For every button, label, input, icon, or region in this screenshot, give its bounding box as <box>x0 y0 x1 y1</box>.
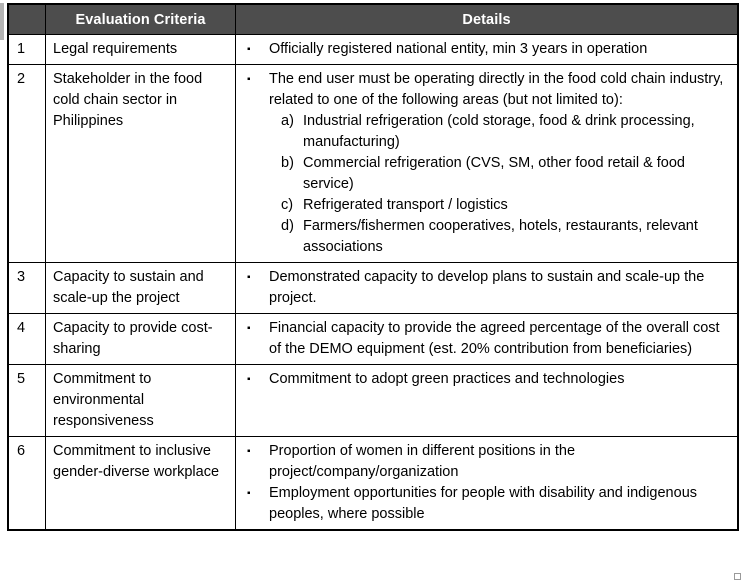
detail-text: Officially registered national entity, m… <box>269 41 648 57</box>
table-resize-handle-icon[interactable] <box>734 573 741 580</box>
square-bullet-icon: ▪ <box>247 272 251 283</box>
detail-text: Employment opportunities for people with… <box>269 485 698 522</box>
table-row: 5 Commitment to environmental responsiven… <box>7 364 739 437</box>
sub-item-text: Refrigerated transport / logistics <box>303 197 508 213</box>
detail-text: The end user must be operating directly … <box>269 71 724 108</box>
page-edge-artifact <box>0 3 4 40</box>
table-row: 3 Capacity to sustain and scale-up the pr… <box>7 262 739 314</box>
square-bullet-icon: ▪ <box>247 488 251 499</box>
details-cell: ▪ Proportion of women in different positi… <box>235 436 739 531</box>
criteria-cell: Stakeholder in the food cold chain secto… <box>45 64 236 263</box>
details-cell: ▪ The end user must be operating directly… <box>235 64 739 263</box>
detail-bullet-item: ▪ Commitment to adopt green practices and… <box>247 369 729 390</box>
sub-item-label: d) <box>281 218 294 234</box>
detail-text: Commitment to adopt green practices and … <box>269 371 625 387</box>
row-number: 3 <box>7 262 46 314</box>
evaluation-criteria-table: Evaluation Criteria Details 1 Legal requi… <box>7 3 739 531</box>
detail-text: Proportion of women in different positio… <box>269 443 576 480</box>
criteria-cell: Commitment to environmental responsivene… <box>45 364 236 437</box>
detail-text: Financial capacity to provide the agreed… <box>269 320 720 357</box>
header-number-cell <box>7 3 46 35</box>
detail-bullet-item: ▪ The end user must be operating directly… <box>247 69 729 111</box>
header-evaluation-criteria: Evaluation Criteria <box>45 3 236 35</box>
table-row: 2 Stakeholder in the food cold chain sect… <box>7 64 739 263</box>
sub-item-text: Industrial refrigeration (cold storage, … <box>303 113 695 150</box>
square-bullet-icon: ▪ <box>247 446 251 457</box>
detail-bullet-item: ▪ Financial capacity to provide the agree… <box>247 318 729 360</box>
square-bullet-icon: ▪ <box>247 74 251 85</box>
sub-item-label: b) <box>281 155 294 171</box>
row-number: 4 <box>7 313 46 365</box>
row-number: 2 <box>7 64 46 263</box>
detail-bullet-item: ▪ Officially registered national entity, … <box>247 39 729 60</box>
sub-item-label: c) <box>281 197 294 213</box>
square-bullet-icon: ▪ <box>247 374 251 385</box>
header-details: Details <box>235 3 739 35</box>
row-number: 1 <box>7 34 46 65</box>
table-header: Evaluation Criteria Details <box>7 3 739 35</box>
detail-sub-item: c) Refrigerated transport / logistics <box>281 195 729 216</box>
details-cell: ▪ Demonstrated capacity to develop plans … <box>235 262 739 314</box>
sub-item-text: Commercial refrigeration (CVS, SM, other… <box>303 155 685 192</box>
table-row: 4 Capacity to provide cost-sharing ▪ Financ… <box>7 313 739 365</box>
header-row: Evaluation Criteria Details <box>7 3 739 35</box>
square-bullet-icon: ▪ <box>247 323 251 334</box>
detail-sub-item: b) Commercial refrigeration (CVS, SM, oth… <box>281 153 729 195</box>
details-cell: ▪ Commitment to adopt green practices and… <box>235 364 739 437</box>
criteria-cell: Commitment to inclusive gender-diverse w… <box>45 436 236 531</box>
criteria-cell: Capacity to sustain and scale-up the pro… <box>45 262 236 314</box>
detail-sub-item: d) Farmers/fishermen cooperatives, hotels… <box>281 216 729 258</box>
row-number: 5 <box>7 364 46 437</box>
sub-item-text: Farmers/fishermen cooperatives, hotels, … <box>303 218 698 255</box>
detail-bullet-item: ▪ Demonstrated capacity to develop plans … <box>247 267 729 309</box>
sub-item-label: a) <box>281 113 294 129</box>
table-body: 1 Legal requirements ▪ Officially registere… <box>7 34 739 531</box>
criteria-cell: Legal requirements <box>45 34 236 65</box>
detail-sub-item: a) Industrial refrigeration (cold storage… <box>281 111 729 153</box>
criteria-cell: Capacity to provide cost-sharing <box>45 313 236 365</box>
details-cell: ▪ Financial capacity to provide the agree… <box>235 313 739 365</box>
detail-bullet-item: ▪ Employment opportunities for people wit… <box>247 483 729 525</box>
square-bullet-icon: ▪ <box>247 44 251 55</box>
detail-text: Demonstrated capacity to develop plans t… <box>269 269 705 306</box>
row-number: 6 <box>7 436 46 531</box>
details-cell: ▪ Officially registered national entity, … <box>235 34 739 65</box>
table-row: 6 Commitment to inclusive gender-diverse … <box>7 436 739 531</box>
table-row: 1 Legal requirements ▪ Officially registere… <box>7 34 739 65</box>
detail-bullet-item: ▪ Proportion of women in different positi… <box>247 441 729 483</box>
